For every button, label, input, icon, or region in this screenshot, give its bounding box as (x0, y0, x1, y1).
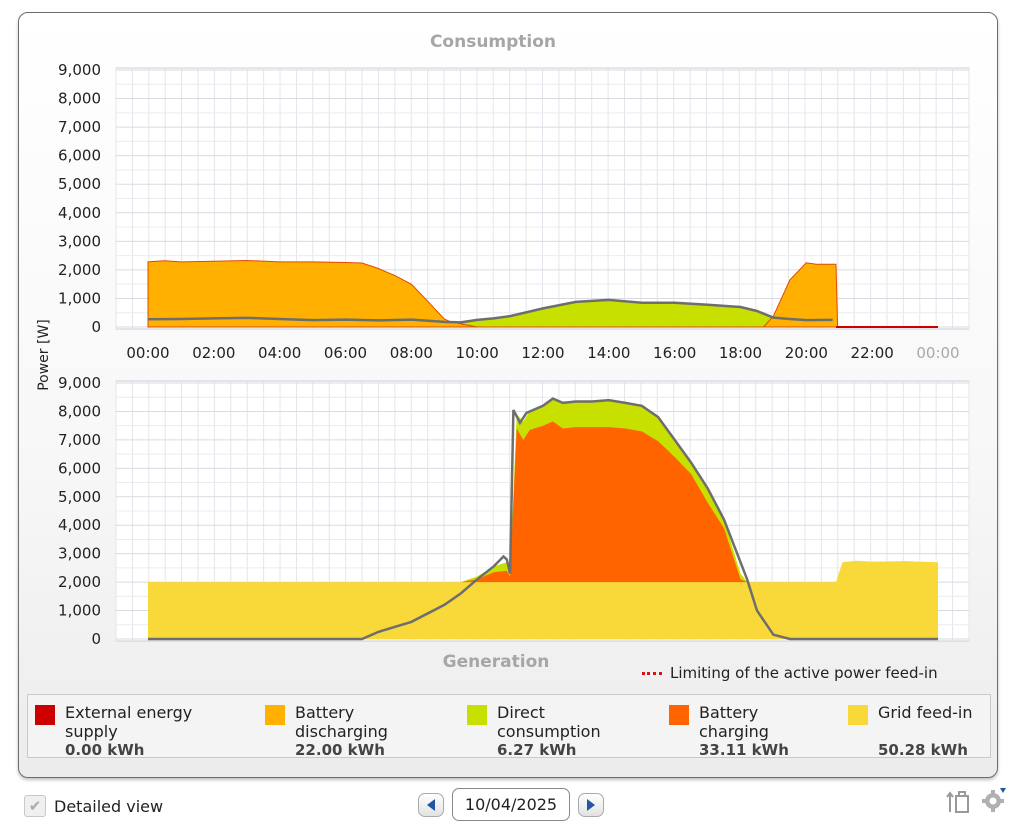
x-tick-label: 18:00 (719, 344, 762, 362)
legend-value: 33.11 kWh (699, 741, 789, 759)
x-tick-label: 02:00 (192, 344, 235, 362)
detailed-view-toggle[interactable]: ✔ Detailed view (24, 795, 163, 817)
legend-label: External energy supply (65, 703, 193, 741)
swatch-yellow-icon (848, 705, 868, 725)
legend-label: Direct consumption (497, 703, 601, 741)
legend-value: 22.00 kWh (295, 741, 385, 759)
detailed-view-label: Detailed view (54, 796, 164, 816)
x-tick-label: 20:00 (785, 344, 828, 362)
x-tick-label: 04:00 (258, 344, 301, 362)
arrow-right-icon (587, 799, 595, 811)
settings-gear-icon[interactable] (980, 786, 1008, 814)
swatch-dark-orange-icon (669, 705, 689, 725)
y-tick-label: 5,000 (58, 488, 101, 506)
series-area-direct-consumption (444, 299, 774, 327)
y-tick-label: 0 (91, 318, 101, 336)
y-tick-label: 3,000 (58, 545, 101, 563)
x-tick-label: 00:00 (126, 344, 169, 362)
y-tick-label: 5,000 (58, 175, 101, 193)
y-tick-label: 1,000 (58, 289, 101, 307)
previous-day-button[interactable] (418, 793, 444, 817)
limit-label: Limiting of the active power feed-in (670, 664, 938, 682)
x-tick-label: 16:00 (653, 344, 696, 362)
export-icon[interactable] (946, 788, 972, 814)
y-tick-label: 2,000 (58, 573, 101, 591)
y-axis-label: Power [W] (36, 319, 52, 391)
x-tick-label: 12:00 (521, 344, 564, 362)
generation-ticks: 0 1,000 2,000 3,000 4,000 5,000 6,000 7,000 8,00… (58, 374, 101, 648)
consumption-series (147, 259, 938, 328)
consumption-ticks: 0 1,000 2,000 3,000 4,000 5,000 6,000 7,000 8,00… (58, 61, 960, 362)
x-tick-label: 00:00 (916, 344, 959, 362)
legend-label: Battery charging (699, 703, 769, 741)
check-icon[interactable]: ✔ (24, 795, 46, 817)
series-area-grid-feed-in (148, 560, 938, 639)
legend-label: Grid feed-in (878, 703, 973, 722)
limit-note: Limiting of the active power feed-in (642, 664, 938, 682)
y-tick-label: 3,000 (58, 232, 101, 250)
y-tick-label: 7,000 (58, 118, 101, 136)
legend: External energy supply 0.00 kWh Battery … (27, 694, 991, 759)
generation-series (148, 397, 938, 641)
y-tick-label: 1,000 (58, 602, 101, 620)
legend-label: Battery discharging (295, 703, 388, 741)
legend-value: 0.00 kWh (65, 741, 145, 759)
y-tick-label: 7,000 (58, 431, 101, 449)
x-tick-label: 06:00 (324, 344, 367, 362)
y-tick-label: 6,000 (58, 147, 101, 165)
swatch-orange-icon (265, 705, 285, 725)
x-tick-label: 10:00 (456, 344, 499, 362)
y-tick-label: 9,000 (58, 61, 101, 79)
y-tick-label: 9,000 (58, 374, 101, 392)
series-line-pv-generation (148, 397, 938, 641)
y-tick-label: 4,000 (58, 516, 101, 534)
next-day-button[interactable] (578, 793, 604, 817)
legend-value: 6.27 kWh (497, 741, 577, 759)
dotted-line-icon (642, 671, 662, 675)
x-tick-label: 14:00 (587, 344, 630, 362)
y-tick-label: 6,000 (58, 459, 101, 477)
legend-value: 50.28 kWh (878, 741, 968, 759)
y-tick-label: 4,000 (58, 204, 101, 222)
swatch-red-icon (35, 705, 55, 725)
x-tick-label: 22:00 (851, 344, 894, 362)
y-tick-label: 8,000 (58, 402, 101, 420)
y-tick-label: 0 (91, 630, 101, 648)
y-tick-label: 8,000 (58, 90, 101, 108)
y-tick-label: 2,000 (58, 261, 101, 279)
date-field[interactable]: 10/04/2025 (452, 788, 570, 821)
swatch-lime-icon (467, 705, 487, 725)
series-area-battery-discharging (147, 259, 839, 328)
arrow-left-icon (427, 799, 435, 811)
generation-title: Generation (442, 652, 550, 672)
series-line-total-consumption (147, 298, 833, 324)
x-tick-label: 08:00 (390, 344, 433, 362)
consumption-title: Consumption (429, 32, 557, 52)
